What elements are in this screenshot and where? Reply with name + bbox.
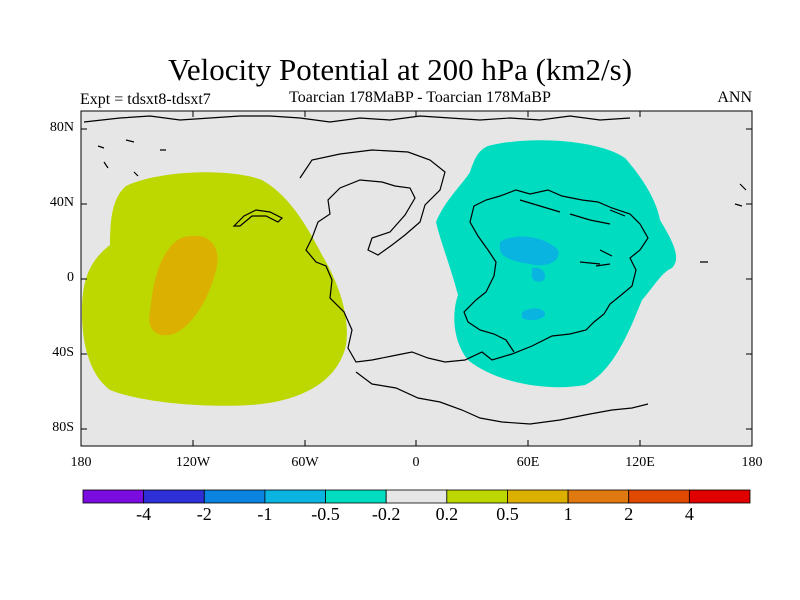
colorbar-swatch: [82, 489, 145, 504]
colorbar-swatch: [446, 489, 508, 504]
pangea-coastline: [299, 149, 649, 363]
colorbar-label: -0.5: [311, 504, 340, 524]
colorbar-label: 1: [563, 504, 573, 524]
experiment-label: Expt = tdsxt8-tdsxt7: [80, 91, 211, 108]
longitude-label: 120W: [175, 455, 211, 470]
colorbar: [82, 489, 751, 504]
longitude-label: 0: [412, 455, 420, 470]
longitude-label: 60E: [516, 455, 540, 470]
latitude-label: 80S: [52, 420, 74, 435]
colorbar-swatch: [688, 489, 751, 504]
latitude-label: 80N: [49, 120, 74, 135]
colorbar-label: -2: [196, 504, 212, 524]
longitude-label: 120E: [625, 455, 655, 470]
north-coastline: [83, 115, 631, 123]
colorbar-swatch: [507, 489, 569, 504]
positive-anomaly-region: [82, 172, 347, 406]
colorbar-label: -1: [257, 504, 273, 524]
colorbar-label: -4: [136, 504, 152, 524]
colorbar-label: -0.2: [371, 504, 401, 524]
island-arc: [232, 209, 284, 227]
colorbar-label: 0.5: [496, 504, 519, 524]
longitude-label: 180: [741, 455, 763, 470]
colorbar-swatch: [567, 489, 630, 504]
cimmerian-islands: [519, 199, 626, 267]
colorbar-label: 0.2: [435, 504, 459, 524]
latitude-label: 0: [67, 270, 74, 285]
negative-anomaly-region: [436, 140, 677, 388]
negative-anomaly-core: [531, 267, 546, 282]
axis-ticks: [80, 111, 753, 446]
small-islands: [97, 139, 747, 263]
period-label: Toarcian 178MaBP - Toarcian 178MaBP: [289, 89, 551, 106]
colorbar-label: 4: [684, 504, 694, 524]
colorbar-swatch: [143, 489, 205, 504]
colorbar-label: 2: [624, 504, 634, 524]
colorbar-swatch: [325, 489, 387, 504]
colorbar-swatch: [385, 489, 448, 504]
longitude-label: 60W: [291, 455, 319, 470]
colorbar-swatch: [264, 489, 326, 504]
longitude-label: 180: [70, 455, 92, 470]
southern-coastline: [355, 371, 649, 425]
latitude-label: 40N: [49, 195, 74, 210]
positive-anomaly-core: [149, 235, 218, 336]
coastlines: [83, 115, 747, 425]
colorbar-swatch: [203, 489, 266, 504]
plot-title: Velocity Potential at 200 hPa (km2/s): [167, 52, 633, 87]
colorbar-swatch: [628, 489, 690, 504]
negative-anomaly-core: [500, 236, 559, 266]
latitude-label: 40S: [52, 345, 74, 360]
season-label: ANN: [717, 89, 752, 106]
negative-anomaly-core: [522, 308, 546, 321]
